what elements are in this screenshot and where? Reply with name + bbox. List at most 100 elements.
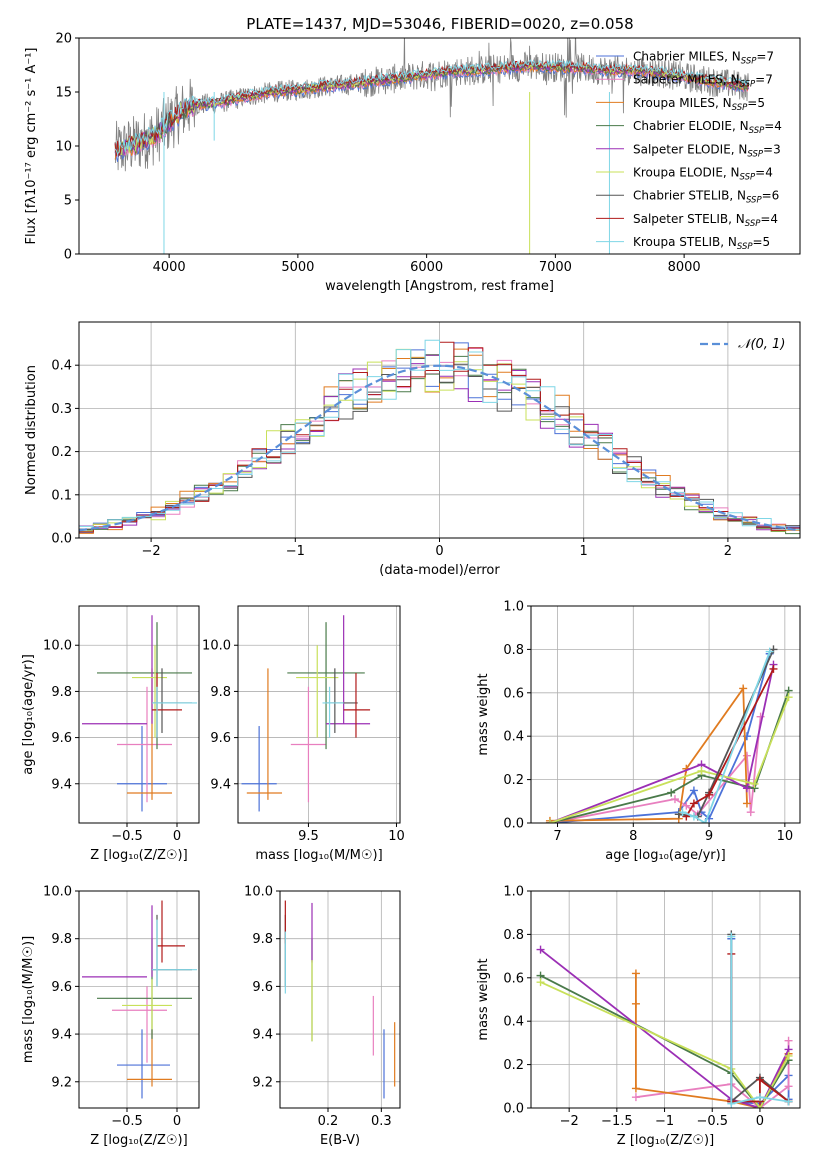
axes-frame (530, 605, 801, 824)
y-tick-label: 9.6 (210, 731, 231, 746)
x-axis-label: Z [log₁₀(Z/Z☉)] (90, 1133, 187, 1148)
series-kroupa-stelib (682, 651, 771, 823)
series-kroupa-stelib (730, 936, 789, 1105)
y-tick-label: 10.0 (202, 639, 231, 654)
plot-area (79, 339, 800, 535)
axes-frame (78, 890, 200, 1109)
point-salpeter-miles (631, 1093, 640, 1102)
x-tick-label: 9 (705, 829, 713, 844)
y-tick-label: 0.2 (503, 1058, 524, 1073)
y-tick-label: 0.6 (503, 686, 524, 701)
point-salpeter-miles (784, 1036, 793, 1045)
point-salpeter-miles (746, 808, 755, 817)
point-kroupa-miles (742, 799, 751, 808)
legend-label: Salpeter ELODIE, NSSP=3 (633, 142, 781, 159)
spectrum-model-salpeter-stelib (114, 59, 749, 157)
x-tick-label: −1 (286, 544, 305, 559)
axes-frame (237, 605, 401, 824)
y-tick-label: 20 (55, 32, 72, 47)
y-tick-label: 9.8 (51, 932, 72, 947)
x-tick-label: −0.5 (111, 1114, 143, 1129)
axes-age-vs-mass: 9.5 10 9.4 9.6 9.8 10.0 mass [log₁₀(M/M☉)] (202, 605, 405, 863)
y-tick-label: 5 (64, 194, 72, 209)
y-tick-label: 0.6 (503, 971, 524, 986)
point-kroupa-elodie (784, 693, 793, 702)
y-tick-label: 9.4 (51, 1028, 72, 1043)
y-tick-label: 1.0 (503, 600, 524, 615)
x-tick-label: −1.5 (601, 1114, 633, 1129)
legend-label: Chabrier ELODIE, NSSP=4 (633, 119, 782, 136)
y-tick-label: 9.2 (252, 1075, 273, 1090)
x-axis-label: E(B-V) (320, 1133, 360, 1148)
point-salpeter-stelib (755, 1075, 764, 1084)
point-kroupa-stelib (727, 932, 736, 941)
x-tick-label: −2 (142, 544, 161, 559)
point-kroupa-stelib (689, 812, 698, 821)
point-chabrier-miles (689, 786, 698, 795)
x-tick-label: −2 (560, 1114, 579, 1129)
point-kroupa-elodie (536, 978, 545, 987)
point-kroupa-miles (631, 969, 640, 978)
y-tick-label: 9.4 (210, 777, 231, 792)
series-chabrier-stelib (678, 649, 775, 818)
legend-label: Salpeter MILES, NSSP=7 (633, 73, 773, 90)
plot-area (284, 900, 396, 1099)
y-tick-label: 9.4 (51, 777, 72, 792)
y-tick-label: 15 (55, 86, 72, 101)
point-kroupa-stelib (727, 1099, 736, 1108)
y-tick-label: 0 (64, 248, 72, 263)
x-tick-label: 7000 (539, 260, 572, 275)
point-salpeter-miles (742, 751, 751, 760)
y-tick-label: 0.8 (503, 643, 524, 658)
point-kroupa-elodie (750, 779, 759, 788)
x-axis-label: wavelength [Angstrom, rest frame] (325, 279, 554, 294)
point-salpeter-miles (682, 801, 691, 810)
y-tick-label: 0.0 (503, 817, 524, 832)
y-axis-label: mass [log₁₀(M/M☉)] (21, 936, 36, 1063)
series-salpeter-miles (549, 716, 762, 823)
point-salpeter-miles (670, 795, 679, 804)
plot-area (241, 615, 371, 812)
x-axis-label: (data-model)/error (379, 563, 500, 578)
y-tick-label: 10 (55, 140, 72, 155)
residual-hist-kroupa-stelib (79, 339, 800, 530)
x-tick-label: 2 (724, 544, 732, 559)
x-tick-label: 5000 (281, 260, 314, 275)
point-kroupa-stelib (701, 819, 710, 823)
y-tick-label: 0.1 (51, 488, 72, 503)
legend-label: Salpeter STELIB, NSSP=4 (633, 212, 778, 229)
x-axis-label: age [log₁₀(age/yr)] (605, 848, 726, 863)
y-tick-label: 10.0 (244, 885, 273, 900)
legend-label: Chabrier MILES, NSSP=7 (633, 50, 774, 67)
x-tick-label: 0 (173, 1114, 181, 1129)
x-tick-label: 6000 (410, 260, 443, 275)
point-salpeter-elodie (536, 945, 545, 954)
point-kroupa-stelib (678, 808, 687, 817)
axes-mass-vs-ebv: 0.2 0.3 9.2 9.4 9.6 9.8 10.0 E(B-V) (244, 885, 401, 1148)
x-tick-label: 0 (173, 829, 181, 844)
y-tick-label: 0.2 (51, 445, 72, 460)
point-kroupa-miles (739, 684, 748, 693)
legend-label: Kroupa STELIB, NSSP=5 (633, 235, 770, 252)
x-axis-label: Z [log₁₀(Z/Z☉)] (617, 1133, 714, 1148)
plot-area (82, 900, 197, 1099)
y-tick-label: 9.2 (51, 1075, 72, 1090)
y-tick-label: 0.4 (503, 730, 524, 745)
y-tick-label: 9.6 (51, 980, 72, 995)
y-tick-label: 10.0 (43, 639, 72, 654)
y-axis-label: age [log₁₀(age/yr)] (21, 654, 36, 775)
legend-label: Kroupa MILES, NSSP=5 (633, 96, 765, 113)
y-tick-label: 1.0 (503, 885, 524, 900)
x-axis-label: mass [log₁₀(M/M☉)] (255, 848, 382, 863)
x-axis-label: Z [log₁₀(Z/Z☉)] (90, 848, 187, 863)
y-tick-label: 9.6 (51, 731, 72, 746)
x-tick-label: 10 (777, 829, 794, 844)
point-kroupa-elodie (697, 766, 706, 775)
y-tick-label: 9.8 (252, 932, 273, 947)
x-tick-label: −1 (655, 1114, 674, 1129)
point-salpeter-elodie (742, 784, 751, 793)
plot-area (82, 615, 197, 812)
series-salpeter-elodie (539, 948, 790, 1108)
y-tick-label: 9.4 (252, 1028, 273, 1043)
point-chabrier-elodie (667, 788, 676, 797)
